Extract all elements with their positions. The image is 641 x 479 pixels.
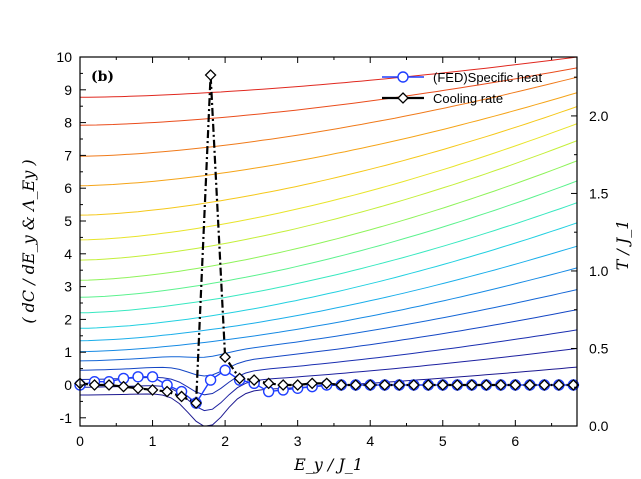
y-tick-label-right: 1.5 xyxy=(589,185,609,201)
specific-heat-point xyxy=(132,371,144,383)
cooling-rate-point xyxy=(393,379,406,391)
cooling-rate-point xyxy=(161,385,173,398)
cooling-rate-point xyxy=(523,379,536,391)
x-tick-label: 2 xyxy=(221,433,229,449)
y-axis-label-right: T / J_1 xyxy=(613,220,632,271)
y-tick-label-left: 10 xyxy=(56,49,72,65)
isotherm-line xyxy=(80,222,577,329)
x-tick-label: 3 xyxy=(294,433,302,449)
cooling-rate-point xyxy=(509,379,522,391)
cooling-rate-point xyxy=(277,379,290,391)
legend-label: (FED)Specific heat xyxy=(433,70,542,85)
cooling-rate-point xyxy=(451,379,464,391)
y-tick-label-left: 2 xyxy=(64,311,72,327)
cooling-rate-point xyxy=(190,397,203,409)
y-tick-label-left: -1 xyxy=(60,410,73,426)
isotherm-line xyxy=(80,106,577,216)
cooling-rate-line xyxy=(79,74,574,405)
isotherm-line xyxy=(80,309,577,377)
cooling-rate-point xyxy=(349,379,362,391)
y-axis-label-left: ( dC / dE_y & Λ_Ey ) xyxy=(19,159,38,323)
isotherm-line xyxy=(80,92,577,187)
isotherm-line xyxy=(80,160,577,281)
y-tick-label-left: 8 xyxy=(64,115,72,131)
isotherm-line xyxy=(80,67,577,126)
cooling-rate-point xyxy=(175,390,188,403)
cooling-rate-point xyxy=(291,379,304,391)
y-tick-label-left: 6 xyxy=(64,180,72,196)
cooling-rate-point xyxy=(320,377,333,390)
cooling-rate-point xyxy=(378,379,391,391)
cooling-rate-point xyxy=(552,379,565,391)
isotherm-line xyxy=(80,180,577,298)
legend-marker-diamond xyxy=(397,92,409,104)
isotherm-contours xyxy=(80,57,577,426)
y-tick-label-left: 0 xyxy=(64,377,72,393)
y-tick-label-left: 3 xyxy=(64,279,72,295)
cooling-rate-point xyxy=(103,379,115,391)
isotherm-line xyxy=(80,140,577,261)
cooling-rate-point xyxy=(494,379,507,391)
cooling-rate-point xyxy=(219,351,232,364)
cooling-rate-point xyxy=(538,379,551,391)
y-tick-label-right: 1.0 xyxy=(589,263,609,279)
y-tick-label-right: 0.5 xyxy=(589,340,609,356)
cooling-rate-point xyxy=(422,379,435,391)
y-tick-label-right: 2.0 xyxy=(589,108,609,124)
y-tick-label-left: 4 xyxy=(64,246,72,262)
x-tick-label: 4 xyxy=(366,433,374,449)
panel-label: (b) xyxy=(91,69,114,85)
x-axis-label: E_y / J_1 xyxy=(293,455,363,474)
specific-heat-point xyxy=(146,371,159,383)
series-layer xyxy=(74,69,580,409)
y-tick-label-left: 5 xyxy=(64,213,72,229)
cooling-rate-point xyxy=(480,379,493,391)
y-tick-label-left: 1 xyxy=(64,344,72,360)
cooling-rate-point xyxy=(364,379,377,391)
cooling-rate-point xyxy=(436,379,449,391)
cooling-rate-point xyxy=(407,379,420,391)
y-tick-label-right: 0.0 xyxy=(589,418,609,434)
cooling-rate-point xyxy=(248,374,261,386)
cooling-rate-point xyxy=(204,69,217,81)
isotherm-line xyxy=(80,57,577,98)
cooling-rate-point xyxy=(146,384,159,396)
isotherm-line xyxy=(80,123,577,241)
x-tick-label: 0 xyxy=(76,433,84,449)
cooling-rate-point xyxy=(88,379,101,391)
cooling-rate-point xyxy=(335,379,348,391)
isotherm-line xyxy=(80,202,577,314)
cooling-rate-point xyxy=(117,380,130,393)
legend: (FED)Specific heat Cooling rate xyxy=(382,70,542,106)
cooling-rate-point xyxy=(465,379,478,391)
axes-layer: 0 1 2 3 4 5 6-10123456789100.00.51.01.52.0E_y … xyxy=(19,49,632,474)
plot-frame xyxy=(79,56,578,427)
x-tick-label: 6 xyxy=(511,433,519,449)
cooling-rate-point xyxy=(233,372,246,385)
y-tick-label-left: 7 xyxy=(64,147,72,163)
legend-label: Cooling rate xyxy=(433,91,503,106)
cooling-rate-point xyxy=(132,382,144,395)
cooling-rate-point xyxy=(262,377,275,390)
isotherm-line xyxy=(80,245,577,342)
x-tick-label: 5 xyxy=(439,433,447,449)
legend-marker-circle xyxy=(397,71,409,83)
isotherm-line xyxy=(80,267,577,353)
isotherm-line xyxy=(80,76,577,157)
x-tick-label: 1 xyxy=(149,433,157,449)
isotherm-line xyxy=(80,329,577,396)
specific-heat-point xyxy=(204,374,217,386)
specific-heat-point xyxy=(219,364,231,376)
cooling-rate-point xyxy=(306,377,319,390)
isotherm-line xyxy=(80,289,577,362)
y-tick-label-left: 9 xyxy=(64,82,72,98)
